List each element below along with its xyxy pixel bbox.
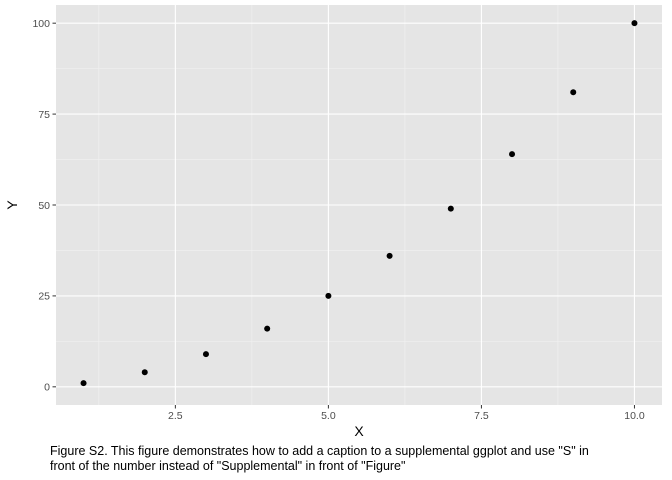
y-tick-label: 25 [38,291,50,303]
data-point [141,369,148,376]
data-point [325,292,332,299]
x-tick-label: 7.5 [474,410,489,422]
y-axis-title: Y [4,200,20,210]
data-point [631,20,638,27]
data-point [264,325,271,332]
data-points [80,20,638,387]
x-tick-label: 10.0 [624,410,645,422]
data-point [570,89,577,96]
y-tick-label: 100 [32,18,50,30]
figure-caption: Figure S2. This figure demonstrates how … [50,444,589,473]
x-tick-label: 5.0 [321,410,336,422]
x-tick-label: 2.5 [168,410,183,422]
x-axis-title: X [354,423,364,439]
y-tick-label: 0 [44,382,50,394]
data-point [447,205,454,212]
x-axis-ticks: 2.5 5.0 7.5 10.0 [168,405,645,422]
y-tick-label: 50 [38,200,50,212]
major-gridlines [56,5,662,405]
scatter-plot: 2.5 5.0 7.5 10.0 0 25 50 75 100 X Y [4,5,662,439]
data-point [509,151,516,158]
data-point [386,252,393,259]
y-tick-label: 75 [38,109,50,121]
data-point [202,351,209,358]
data-point [80,380,87,387]
y-axis-ticks: 0 25 50 75 100 [32,18,56,394]
